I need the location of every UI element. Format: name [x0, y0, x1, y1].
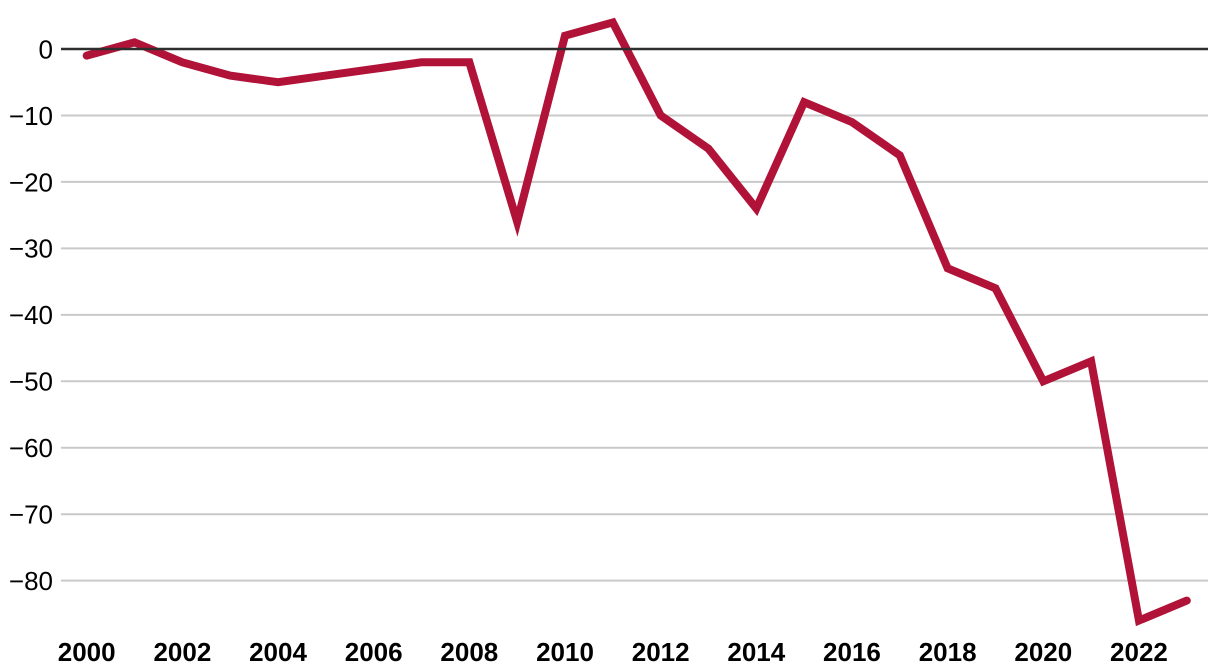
x-tick-label: 2018: [919, 637, 977, 667]
x-tick-label: 2010: [536, 637, 594, 667]
x-tick-label: 2006: [345, 637, 403, 667]
y-tick-label: −20: [9, 167, 53, 197]
x-tick-label: 2016: [823, 637, 881, 667]
y-tick-label: −10: [9, 101, 53, 131]
y-tick-label: −50: [9, 367, 53, 397]
x-tick-label: 2004: [249, 637, 307, 667]
x-tick-label: 2002: [153, 637, 211, 667]
x-tick-label: 2020: [1014, 637, 1072, 667]
y-tick-label: −80: [9, 566, 53, 596]
y-tick-label: −40: [9, 300, 53, 330]
x-tick-label: 2012: [632, 637, 690, 667]
data-line: [82, 17, 1191, 627]
y-tick-label: 0: [39, 34, 53, 64]
x-tick-label: 2008: [440, 637, 498, 667]
x-tick-label: 2014: [727, 637, 785, 667]
y-tick-label: −30: [9, 234, 53, 264]
y-tick-label: −70: [9, 500, 53, 530]
x-tick-label: 2022: [1110, 637, 1168, 667]
y-tick-label: −60: [9, 433, 53, 463]
x-tick-label: 2000: [58, 637, 116, 667]
